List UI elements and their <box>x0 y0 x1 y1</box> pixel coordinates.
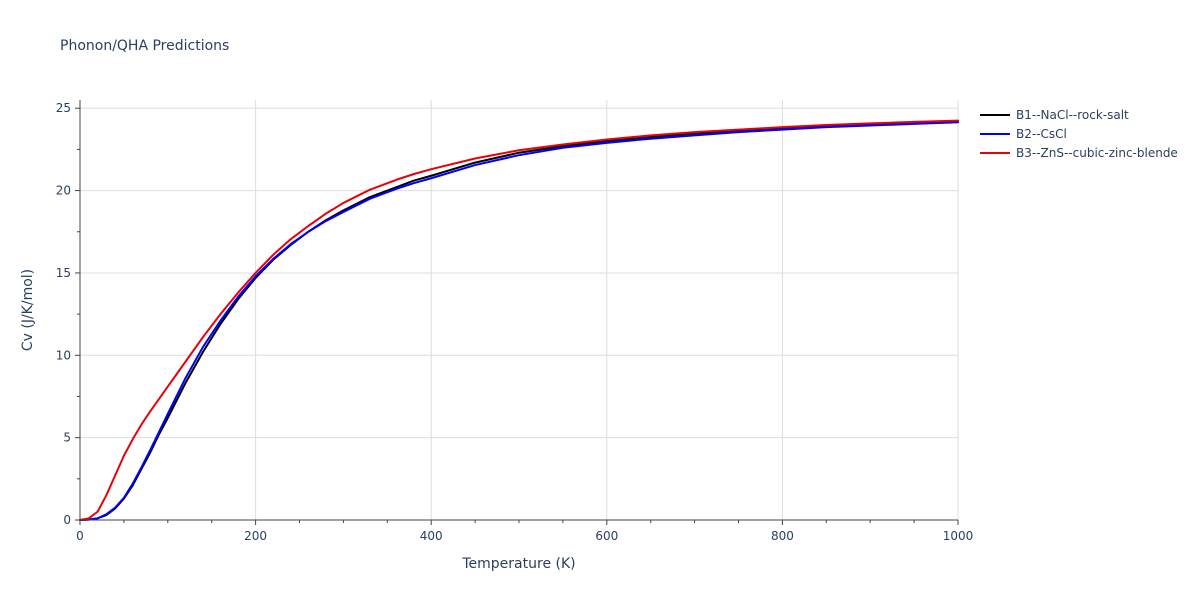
legend-item-1[interactable]: B1--NaCl--rock-salt <box>980 108 1129 122</box>
y-tick-label: 10 <box>56 348 71 362</box>
x-axis-title: Temperature (K) <box>461 556 575 572</box>
series-layer <box>79 119 959 521</box>
x-tick-label: 600 <box>595 529 618 543</box>
y-tick-label: 0 <box>63 513 71 527</box>
chart-title: Phonon/QHA Predictions <box>60 38 229 54</box>
axis-layer: 0 200 400 600 800 1000 0 5 10 15 20 25 <box>56 100 974 543</box>
y-tick-label: 15 <box>56 266 71 280</box>
series-line-1[interactable] <box>79 120 959 521</box>
legend-item-3[interactable]: B3--ZnS--cubic-zinc-blende <box>980 146 1178 160</box>
legend-label: B2--CsCl <box>1016 127 1067 141</box>
y-tick-label: 25 <box>56 101 71 115</box>
x-tick-label: 1000 <box>943 529 974 543</box>
x-tick-label: 0 <box>76 529 84 543</box>
legend[interactable]: B1--NaCl--rock-salt B2--CsCl B3--ZnS--cubi… <box>980 108 1178 160</box>
legend-label: B1--NaCl--rock-salt <box>1016 108 1129 122</box>
x-tick-label: 800 <box>771 529 794 543</box>
series-line-3[interactable] <box>79 119 959 521</box>
x-tick-label: 400 <box>420 529 443 543</box>
legend-item-2[interactable]: B2--CsCl <box>980 127 1067 141</box>
y-tick-label: 20 <box>56 184 71 198</box>
grid-layer <box>80 100 959 520</box>
x-tick-label: 200 <box>244 529 267 543</box>
series-line-2[interactable] <box>79 121 959 521</box>
y-tick-label: 5 <box>63 431 71 445</box>
legend-label: B3--ZnS--cubic-zinc-blende <box>1016 146 1178 160</box>
y-axis-title: Cv (J/K/mol) <box>20 269 36 351</box>
